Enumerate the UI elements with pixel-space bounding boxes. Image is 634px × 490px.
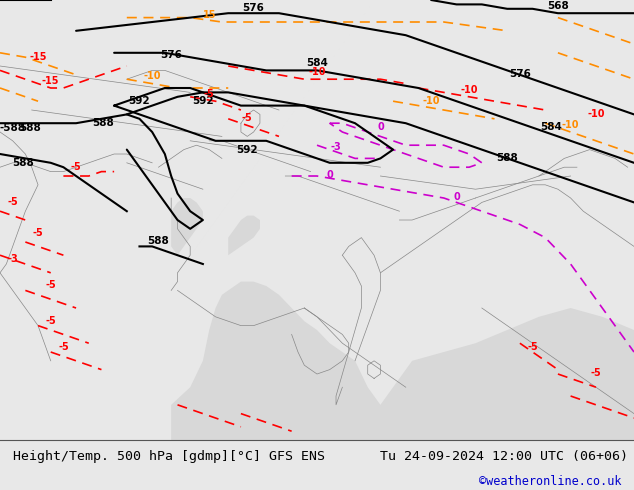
Text: ©weatheronline.co.uk: ©weatheronline.co.uk [479, 474, 621, 488]
Polygon shape [171, 198, 203, 255]
Text: -5: -5 [242, 113, 252, 123]
Text: Tu 24-09-2024 12:00 UTC (06+06): Tu 24-09-2024 12:00 UTC (06+06) [380, 449, 628, 463]
Text: 588: 588 [19, 122, 41, 133]
Text: 576: 576 [509, 69, 531, 79]
Text: -10: -10 [422, 96, 440, 106]
Text: -5: -5 [591, 368, 601, 378]
Polygon shape [228, 216, 260, 255]
Text: -5: -5 [71, 162, 81, 172]
Text: -5: -5 [8, 197, 18, 207]
Text: 588: 588 [148, 236, 169, 246]
Text: 568: 568 [547, 1, 569, 11]
Text: 0: 0 [377, 122, 384, 132]
Text: -5: -5 [204, 89, 214, 99]
Text: 584: 584 [541, 122, 562, 132]
Polygon shape [0, 308, 634, 440]
Text: 588: 588 [93, 118, 114, 128]
Text: -3: -3 [331, 142, 341, 152]
Text: -5: -5 [46, 280, 56, 291]
Text: 576: 576 [160, 50, 182, 60]
Text: -10: -10 [587, 109, 605, 119]
Text: 584: 584 [306, 58, 328, 68]
Text: 15: 15 [202, 10, 216, 20]
Text: 592: 592 [236, 145, 258, 155]
Text: 592: 592 [192, 96, 214, 106]
Text: -15: -15 [42, 76, 60, 86]
Text: -10: -10 [143, 72, 161, 81]
Text: 0: 0 [453, 193, 460, 202]
Text: -10: -10 [460, 85, 478, 95]
Text: 0: 0 [327, 171, 333, 180]
Text: -588: -588 [0, 122, 26, 133]
Text: -5: -5 [527, 342, 538, 352]
Text: -15: -15 [29, 51, 47, 62]
Text: 588: 588 [496, 153, 518, 163]
Text: 588: 588 [13, 158, 34, 168]
Text: Height/Temp. 500 hPa [gdmp][°C] GFS ENS: Height/Temp. 500 hPa [gdmp][°C] GFS ENS [13, 449, 325, 463]
Text: 576: 576 [243, 3, 264, 13]
Text: -5: -5 [46, 316, 56, 326]
Text: -10: -10 [562, 120, 579, 130]
Text: -5: -5 [33, 228, 43, 238]
Text: -5: -5 [58, 342, 68, 352]
Text: -3: -3 [8, 254, 18, 264]
Text: -10: -10 [308, 67, 326, 77]
Text: 592: 592 [129, 96, 150, 106]
Polygon shape [171, 282, 399, 440]
